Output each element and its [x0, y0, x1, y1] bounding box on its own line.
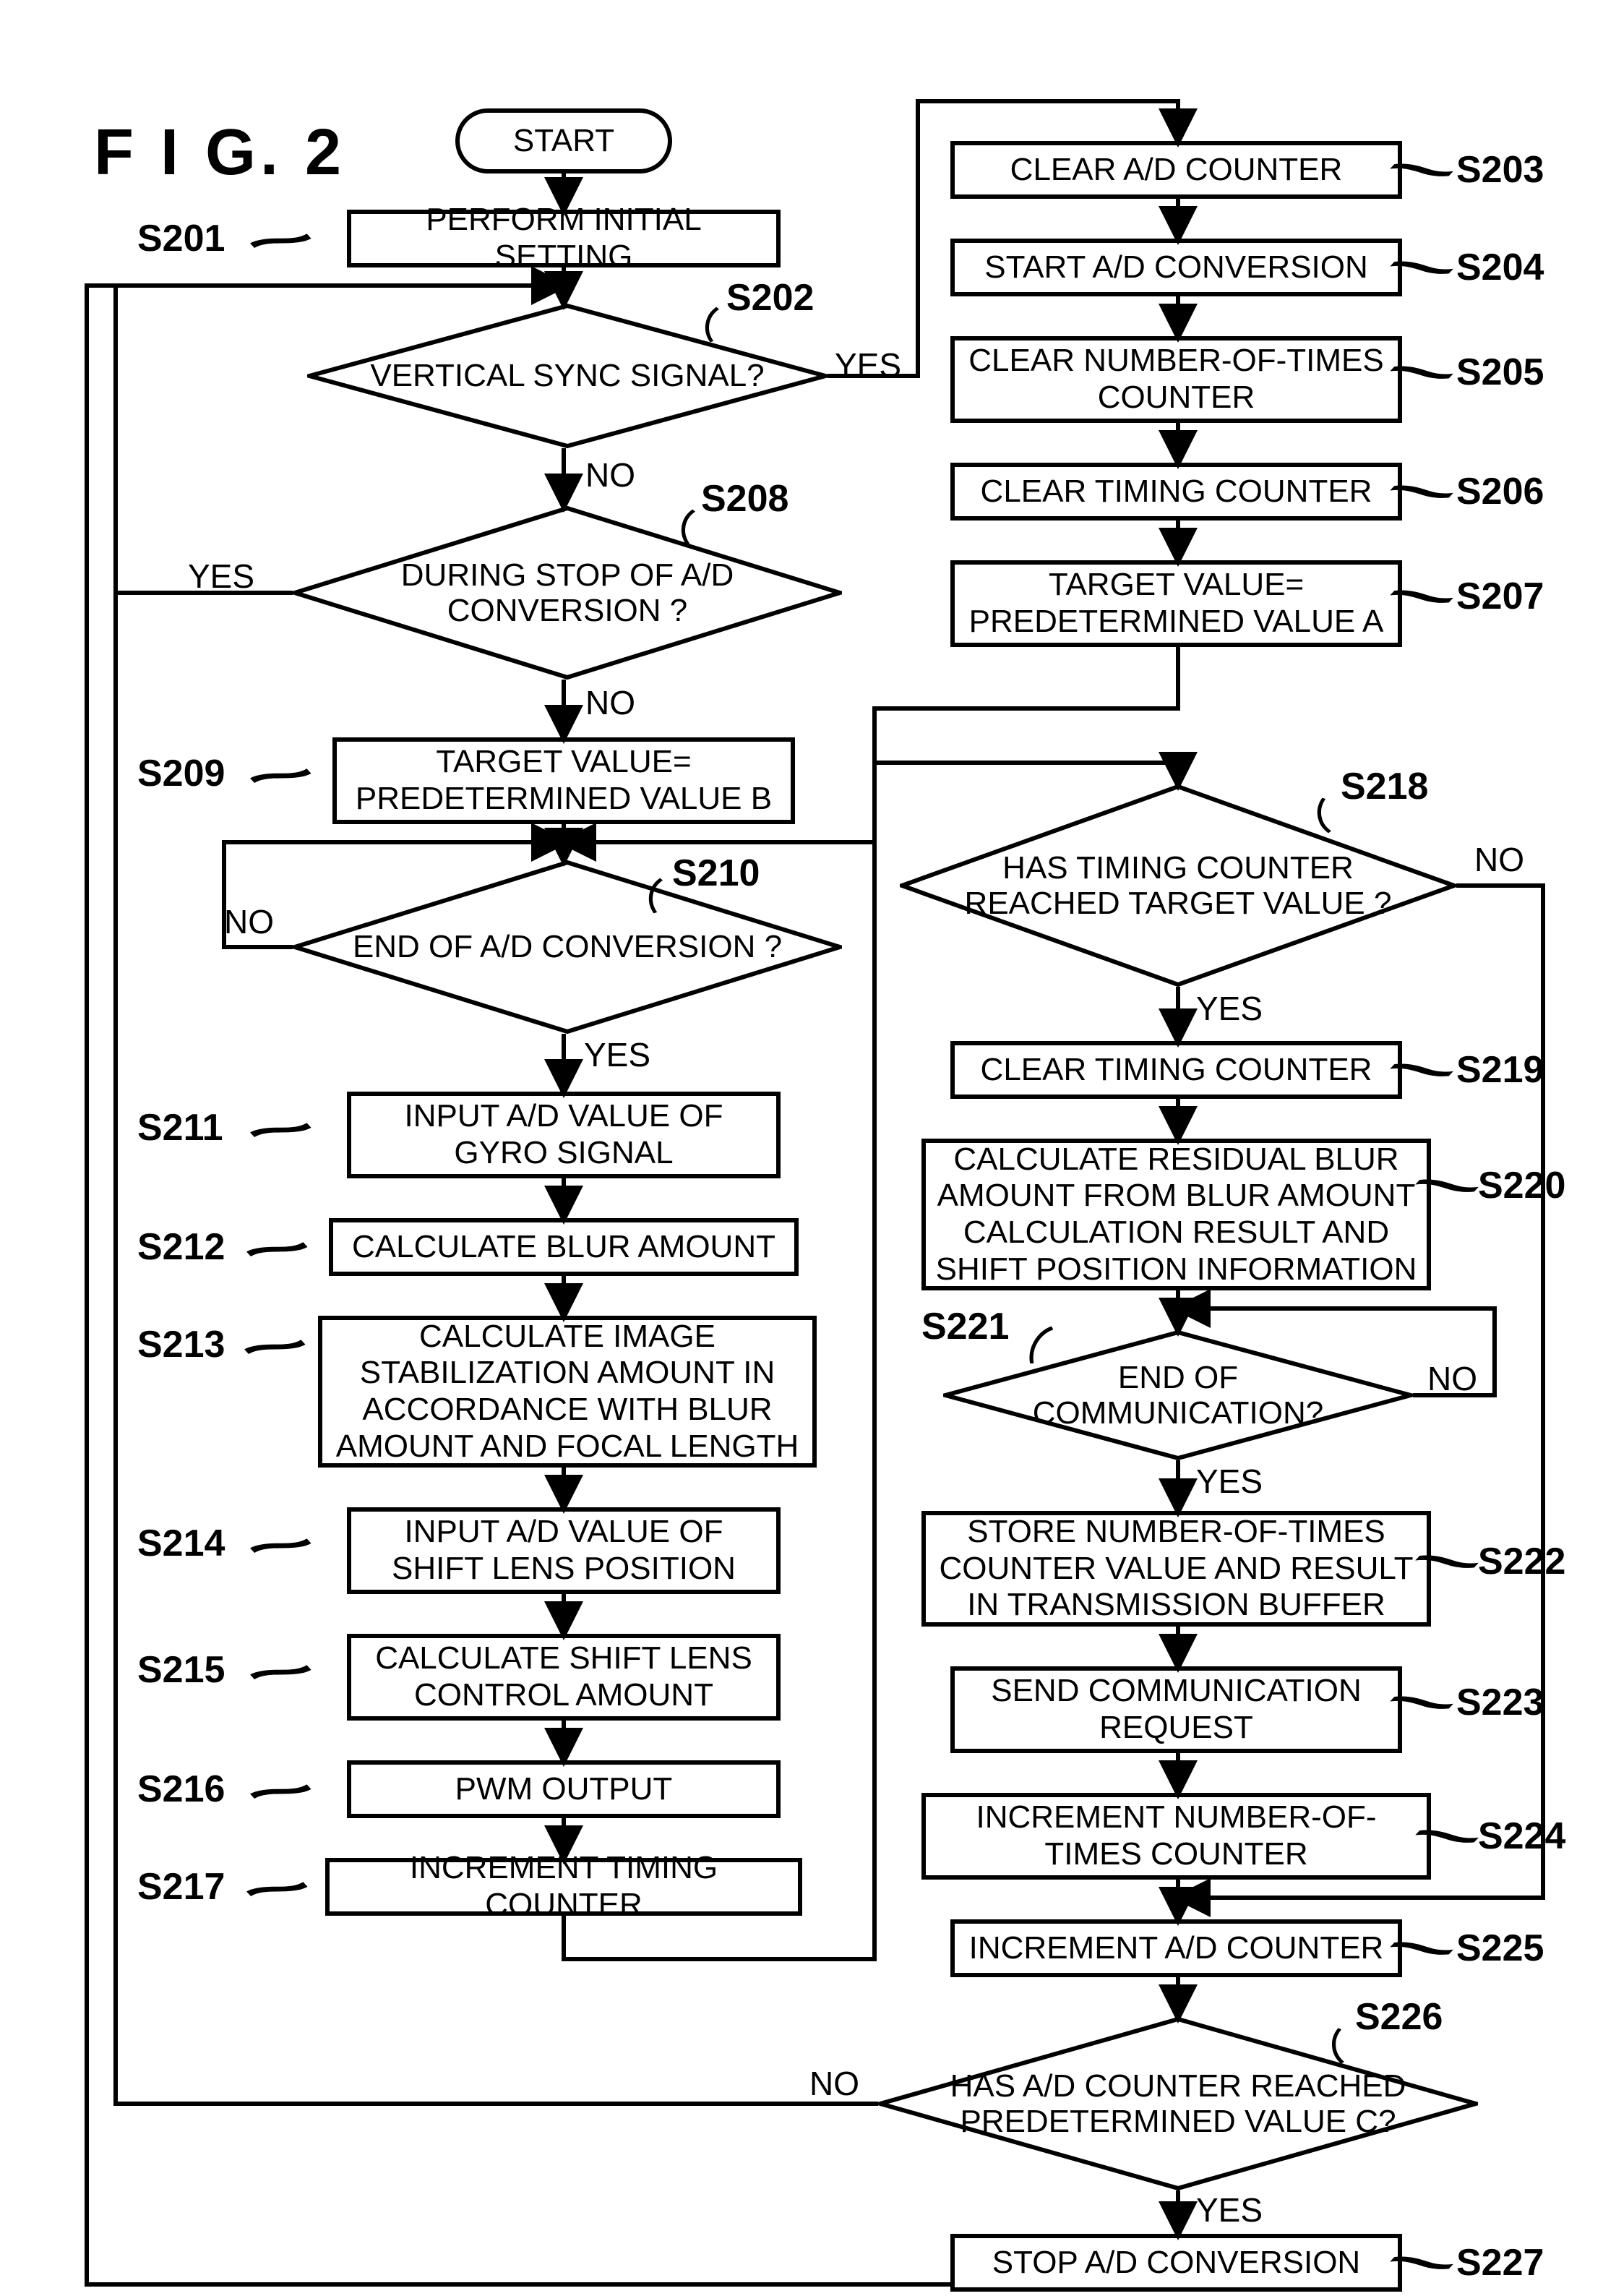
- diamond-s218: HAS TIMING COUNTER REACHED TARGET VALUE …: [900, 784, 1456, 987]
- diamond-s208: DURING STOP OF A/D CONVERSION ?: [293, 506, 842, 680]
- box-s201: PERFORM INITIAL SETTING: [347, 210, 781, 267]
- label-s213: S213: [137, 1323, 225, 1366]
- conn-s211: ~: [223, 1099, 337, 1160]
- text-s201: PERFORM INITIAL SETTING: [357, 202, 770, 275]
- edge-s218-no: NO: [1474, 840, 1524, 879]
- edge-s210-yes: YES: [584, 1035, 650, 1074]
- text-s220: CALCULATE RESIDUAL BLUR AMOUNT FROM BLUR…: [932, 1141, 1421, 1288]
- label-s209: S209: [137, 752, 225, 795]
- box-s219: CLEAR TIMING COUNTER: [950, 1041, 1402, 1099]
- text-s203: CLEAR A/D COUNTER: [1010, 152, 1343, 189]
- text-s217: INCREMENT TIMING COUNTER: [335, 1850, 792, 1923]
- text-s214: INPUT A/D VALUE OF SHIFT LENS POSITION: [357, 1514, 770, 1587]
- box-s203: CLEAR A/D COUNTER: [950, 141, 1402, 199]
- edge-s208-yes: YES: [188, 557, 254, 596]
- start-label: START: [513, 123, 614, 159]
- box-s206: CLEAR TIMING COUNTER: [950, 463, 1402, 521]
- edge-s226-no: NO: [809, 2064, 859, 2103]
- label-s211: S211: [137, 1106, 223, 1149]
- box-s215: CALCULATE SHIFT LENS CONTROL AMOUNT: [347, 1634, 781, 1721]
- text-s212: CALCULATE BLUR AMOUNT: [352, 1229, 775, 1266]
- diamond-text-s208: DURING STOP OF A/D CONVERSION ?: [293, 506, 842, 680]
- text-s216: PWM OUTPUT: [455, 1771, 673, 1808]
- conn-s213: ~: [217, 1316, 331, 1377]
- edge-s202-no: NO: [585, 455, 635, 494]
- text-s211: INPUT A/D VALUE OF GYRO SIGNAL: [357, 1098, 770, 1171]
- edge-s221-yes: YES: [1196, 1462, 1263, 1501]
- text-s215: CALCULATE SHIFT LENS CONTROL AMOUNT: [357, 1640, 770, 1713]
- label-s212: S212: [137, 1225, 225, 1269]
- box-s225: INCREMENT A/D COUNTER: [950, 1919, 1402, 1977]
- edge-s221-no: NO: [1427, 1359, 1477, 1398]
- diamond-s221: END OF COMMUNICATION?: [943, 1330, 1413, 1460]
- conn-s209: ~: [223, 745, 337, 806]
- diamond-text-s218: HAS TIMING COUNTER REACHED TARGET VALUE …: [900, 784, 1456, 987]
- box-s211: INPUT A/D VALUE OF GYRO SIGNAL: [347, 1092, 781, 1178]
- label-s214: S214: [137, 1522, 225, 1565]
- box-s207: TARGET VALUE= PREDETERMINED VALUE A: [950, 560, 1402, 647]
- edge-s208-no: NO: [585, 683, 635, 722]
- text-s222: STORE NUMBER-OF-TIMES COUNTER VALUE AND …: [932, 1514, 1421, 1624]
- box-s204: START A/D CONVERSION: [950, 239, 1402, 296]
- box-s209: TARGET VALUE= PREDETERMINED VALUE B: [332, 737, 795, 824]
- text-s227: STOP A/D CONVERSION: [992, 2245, 1360, 2282]
- figure-title: F I G. 2: [94, 116, 345, 190]
- diamond-s226: HAS A/D COUNTER REACHED PREDETERMINED VA…: [878, 2017, 1478, 2190]
- text-s209: TARGET VALUE= PREDETERMINED VALUE B: [343, 744, 785, 817]
- start-terminator: START: [455, 108, 672, 174]
- edge-s218-yes: YES: [1196, 989, 1263, 1028]
- conn-s215: ~: [223, 1641, 337, 1702]
- label-s201: S201: [137, 217, 225, 260]
- box-s217: INCREMENT TIMING COUNTER: [325, 1858, 802, 1916]
- edge-s226-yes: YES: [1196, 2190, 1263, 2229]
- box-s223: SEND COMMUNICATION REQUEST: [950, 1666, 1402, 1753]
- label-s215: S215: [137, 1648, 225, 1692]
- diamond-s202: VERTICAL SYNC SIGNAL?: [307, 304, 828, 448]
- text-s213: CALCULATE IMAGE STABILIZATION AMOUNT IN …: [328, 1319, 807, 1465]
- edge-s210-no: NO: [224, 902, 274, 941]
- label-s216: S216: [137, 1768, 225, 1811]
- text-s206: CLEAR TIMING COUNTER: [981, 474, 1372, 510]
- text-s223: SEND COMMUNICATION REQUEST: [960, 1673, 1392, 1746]
- label-s217: S217: [137, 1865, 225, 1909]
- text-s205: CLEAR NUMBER-OF-TIMES COUNTER: [960, 343, 1392, 416]
- text-s224: INCREMENT NUMBER-OF-TIMES COUNTER: [932, 1799, 1421, 1872]
- text-s225: INCREMENT A/D COUNTER: [969, 1930, 1384, 1967]
- box-s205: CLEAR NUMBER-OF-TIMES COUNTER: [950, 336, 1402, 423]
- box-s216: PWM OUTPUT: [347, 1760, 781, 1818]
- conn-s217: ~: [219, 1858, 333, 1919]
- box-s222: STORE NUMBER-OF-TIMES COUNTER VALUE AND …: [921, 1511, 1431, 1627]
- text-s204: START A/D CONVERSION: [984, 249, 1368, 286]
- text-s219: CLEAR TIMING COUNTER: [981, 1052, 1372, 1089]
- box-s220: CALCULATE RESIDUAL BLUR AMOUNT FROM BLUR…: [921, 1139, 1431, 1290]
- diamond-text-s221: END OF COMMUNICATION?: [943, 1330, 1413, 1460]
- conn-s214: ~: [223, 1515, 337, 1576]
- diamond-text-s202: VERTICAL SYNC SIGNAL?: [307, 304, 828, 448]
- box-s213: CALCULATE IMAGE STABILIZATION AMOUNT IN …: [318, 1316, 817, 1468]
- box-s214: INPUT A/D VALUE OF SHIFT LENS POSITION: [347, 1507, 781, 1594]
- conn-s201: ~: [223, 210, 337, 271]
- box-s227: STOP A/D CONVERSION: [950, 2234, 1402, 2292]
- diamond-text-s226: HAS A/D COUNTER REACHED PREDETERMINED VA…: [878, 2017, 1478, 2190]
- label-s221: S221: [921, 1305, 1009, 1348]
- lead-s226: ⌒: [1320, 2025, 1375, 2065]
- conn-s216: ~: [223, 1760, 337, 1822]
- text-s207: TARGET VALUE= PREDETERMINED VALUE A: [960, 567, 1392, 640]
- box-s212: CALCULATE BLUR AMOUNT: [329, 1218, 799, 1276]
- box-s224: INCREMENT NUMBER-OF-TIMES COUNTER: [921, 1793, 1431, 1880]
- edge-s202-yes: YES: [835, 346, 901, 385]
- conn-s212: ~: [219, 1218, 333, 1280]
